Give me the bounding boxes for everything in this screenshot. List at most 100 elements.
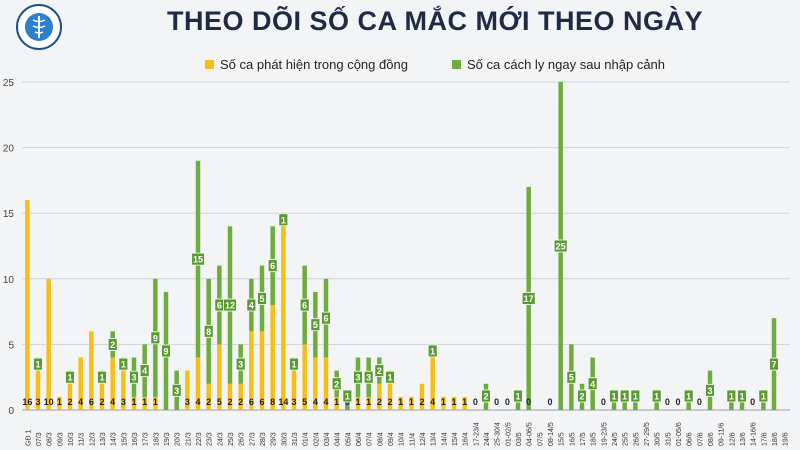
data-label-imported: 3 [131,373,136,383]
data-label-imported: 3 [238,360,243,370]
x-tick-label: 04/4 [335,432,342,446]
bar-imported [761,396,766,410]
x-tick-label: 30/5 [655,432,662,446]
bar-community [302,344,307,410]
x-tick-label: 17/5 [580,432,587,446]
data-label-community: 1 [142,397,147,407]
data-label-community: 0 [601,397,606,407]
data-label-community: 0 [665,397,670,407]
bar-community [249,331,254,410]
bar-community [377,383,382,410]
data-label-box-imported [278,213,289,227]
data-label-imported: 15 [193,255,203,265]
legend-label-imported: Số ca cách ly ngay sau nhập cảnh [467,57,666,72]
x-tick-label: 08/3 [47,432,54,446]
data-label-imported: 5 [313,320,318,330]
legend-swatch-community [205,60,214,69]
y-tick-label: 20 [3,144,15,155]
bar-community [67,383,73,410]
x-tick-label: 16/3 [132,432,139,446]
bar-community [206,383,211,410]
data-label-community: 5 [302,397,307,407]
data-label-community: 3 [121,397,126,407]
x-tick-label: 06/4 [356,432,363,446]
data-label-community: 8 [270,397,275,407]
x-tick-label: 02/4 [313,432,320,446]
bar-community [387,383,393,410]
x-tick-label: 19/3 [164,432,171,446]
data-label-imported: 6 [217,301,222,311]
data-label-imported: 1 [281,215,286,225]
data-label-imported: 2 [579,392,584,402]
data-label-community: 1 [409,397,414,407]
bar-community [46,278,51,410]
data-label-imported: 1 [686,392,691,402]
data-label-imported: 5 [569,373,574,383]
ministry-of-health-logo [16,4,62,50]
data-label-imported: 1 [654,392,659,402]
bar-imported [686,396,691,410]
x-tick-label: 03/5 [516,432,523,446]
data-label-community: 0 [505,397,510,407]
data-label-box-imported [299,298,310,312]
x-tick-label: 30/3 [281,432,288,446]
data-label-box-imported [235,357,246,371]
legend-swatch-imported [452,60,461,69]
x-tick-label: 14/3 [111,432,118,446]
chart-title: THEO DÕI SỐ CA MẮC MỚI THEO NGÀY [166,6,704,36]
x-tick-label: 28/3 [260,432,267,446]
data-label-community: 3 [35,397,40,407]
data-label-box-imported [769,357,779,371]
data-label-box-imported [33,357,43,371]
bar-community [291,370,297,410]
x-tick-label: 15/5 [559,432,566,446]
bar-community [430,357,435,410]
bar-community [419,383,425,410]
bar-community [366,396,371,410]
data-label-box-imported [161,344,171,358]
data-label-box-imported [139,364,150,378]
bar-community [334,396,339,410]
data-label-box-imported [521,292,536,305]
x-tick-label: 14-16/6 [751,422,758,446]
bar-community [142,396,147,410]
data-label-box-imported [683,389,694,403]
bar-community [57,396,62,410]
x-tick-label: 24/4 [484,432,491,446]
data-label-box-imported [246,298,257,312]
data-label-community: 0 [473,397,478,407]
data-label-imported: 5 [259,294,264,304]
data-label-imported: 1 [67,373,72,383]
data-label-imported: 2 [483,392,488,402]
data-label-community: 4 [323,397,328,407]
x-tick-label: 15/3 [121,432,128,446]
data-label-imported: 4 [590,379,595,389]
bar-community [99,383,105,410]
data-label-box-imported [118,357,129,371]
data-label-box-imported [97,370,107,384]
bar-community [131,396,137,410]
data-label-imported: 2 [334,379,339,389]
data-label-imported: 1 [291,360,296,370]
bar-community [398,396,403,410]
data-label-box-imported [363,370,374,384]
data-label-imported: 25 [556,242,566,252]
bar-community [409,396,414,410]
y-tick-label: 5 [8,340,14,351]
x-tick-label: 16/5 [569,432,576,446]
bar-community [121,370,126,410]
data-label-community: 4 [78,397,83,407]
x-tick-label: 12/6 [729,432,736,446]
legend-item-imported: Số ca cách ly ngay sau nhập cảnh [452,57,665,72]
x-tick-label: 18/5 [591,432,598,446]
data-label-box-imported [223,298,237,312]
data-label-community: 0 [526,397,531,407]
bar-imported [515,396,521,410]
bar-community [313,357,318,410]
data-label-community: 6 [259,397,264,407]
data-label-box-imported [267,259,278,273]
bar-community [153,396,158,410]
data-label-box-imported [553,239,568,253]
data-label-community: 0 [675,397,680,407]
x-tick-label: 07/3 [36,432,43,446]
